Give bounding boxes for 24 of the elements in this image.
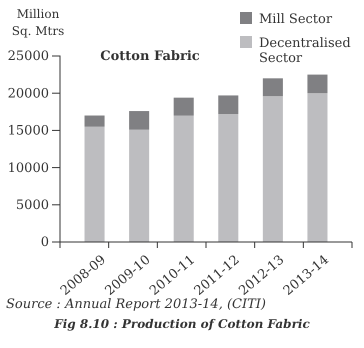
bar — [84, 116, 105, 127]
bar — [174, 98, 194, 116]
legend-label: Decentralised Sector — [259, 36, 351, 66]
bar — [129, 130, 150, 242]
y-tick-label: 0 — [40, 235, 49, 250]
bar — [129, 111, 150, 130]
y-tick-label: 5000 — [16, 198, 49, 213]
source-note: Source : Annual Report 2013-14, (CITI) — [6, 297, 266, 312]
bar — [262, 96, 283, 242]
bar — [307, 93, 328, 242]
bar — [218, 95, 238, 114]
y-axis-title: Million Sq. Mtrs — [12, 7, 64, 38]
caption: Fig 8.10 : Production of Cotton Fabric — [53, 317, 310, 331]
y-tick-label: 20000 — [8, 86, 49, 102]
bar — [218, 114, 238, 242]
bar — [262, 78, 283, 96]
legend-label: Mill Sector — [259, 12, 333, 27]
y-tick-label: 15000 — [8, 124, 49, 139]
y-tick-label: 10000 — [8, 160, 49, 176]
bar — [84, 126, 105, 242]
bar — [174, 116, 194, 242]
bar — [307, 74, 328, 94]
y-tick-label: 25000 — [8, 49, 49, 64]
chart-title: Cotton Fabric — [100, 49, 200, 64]
